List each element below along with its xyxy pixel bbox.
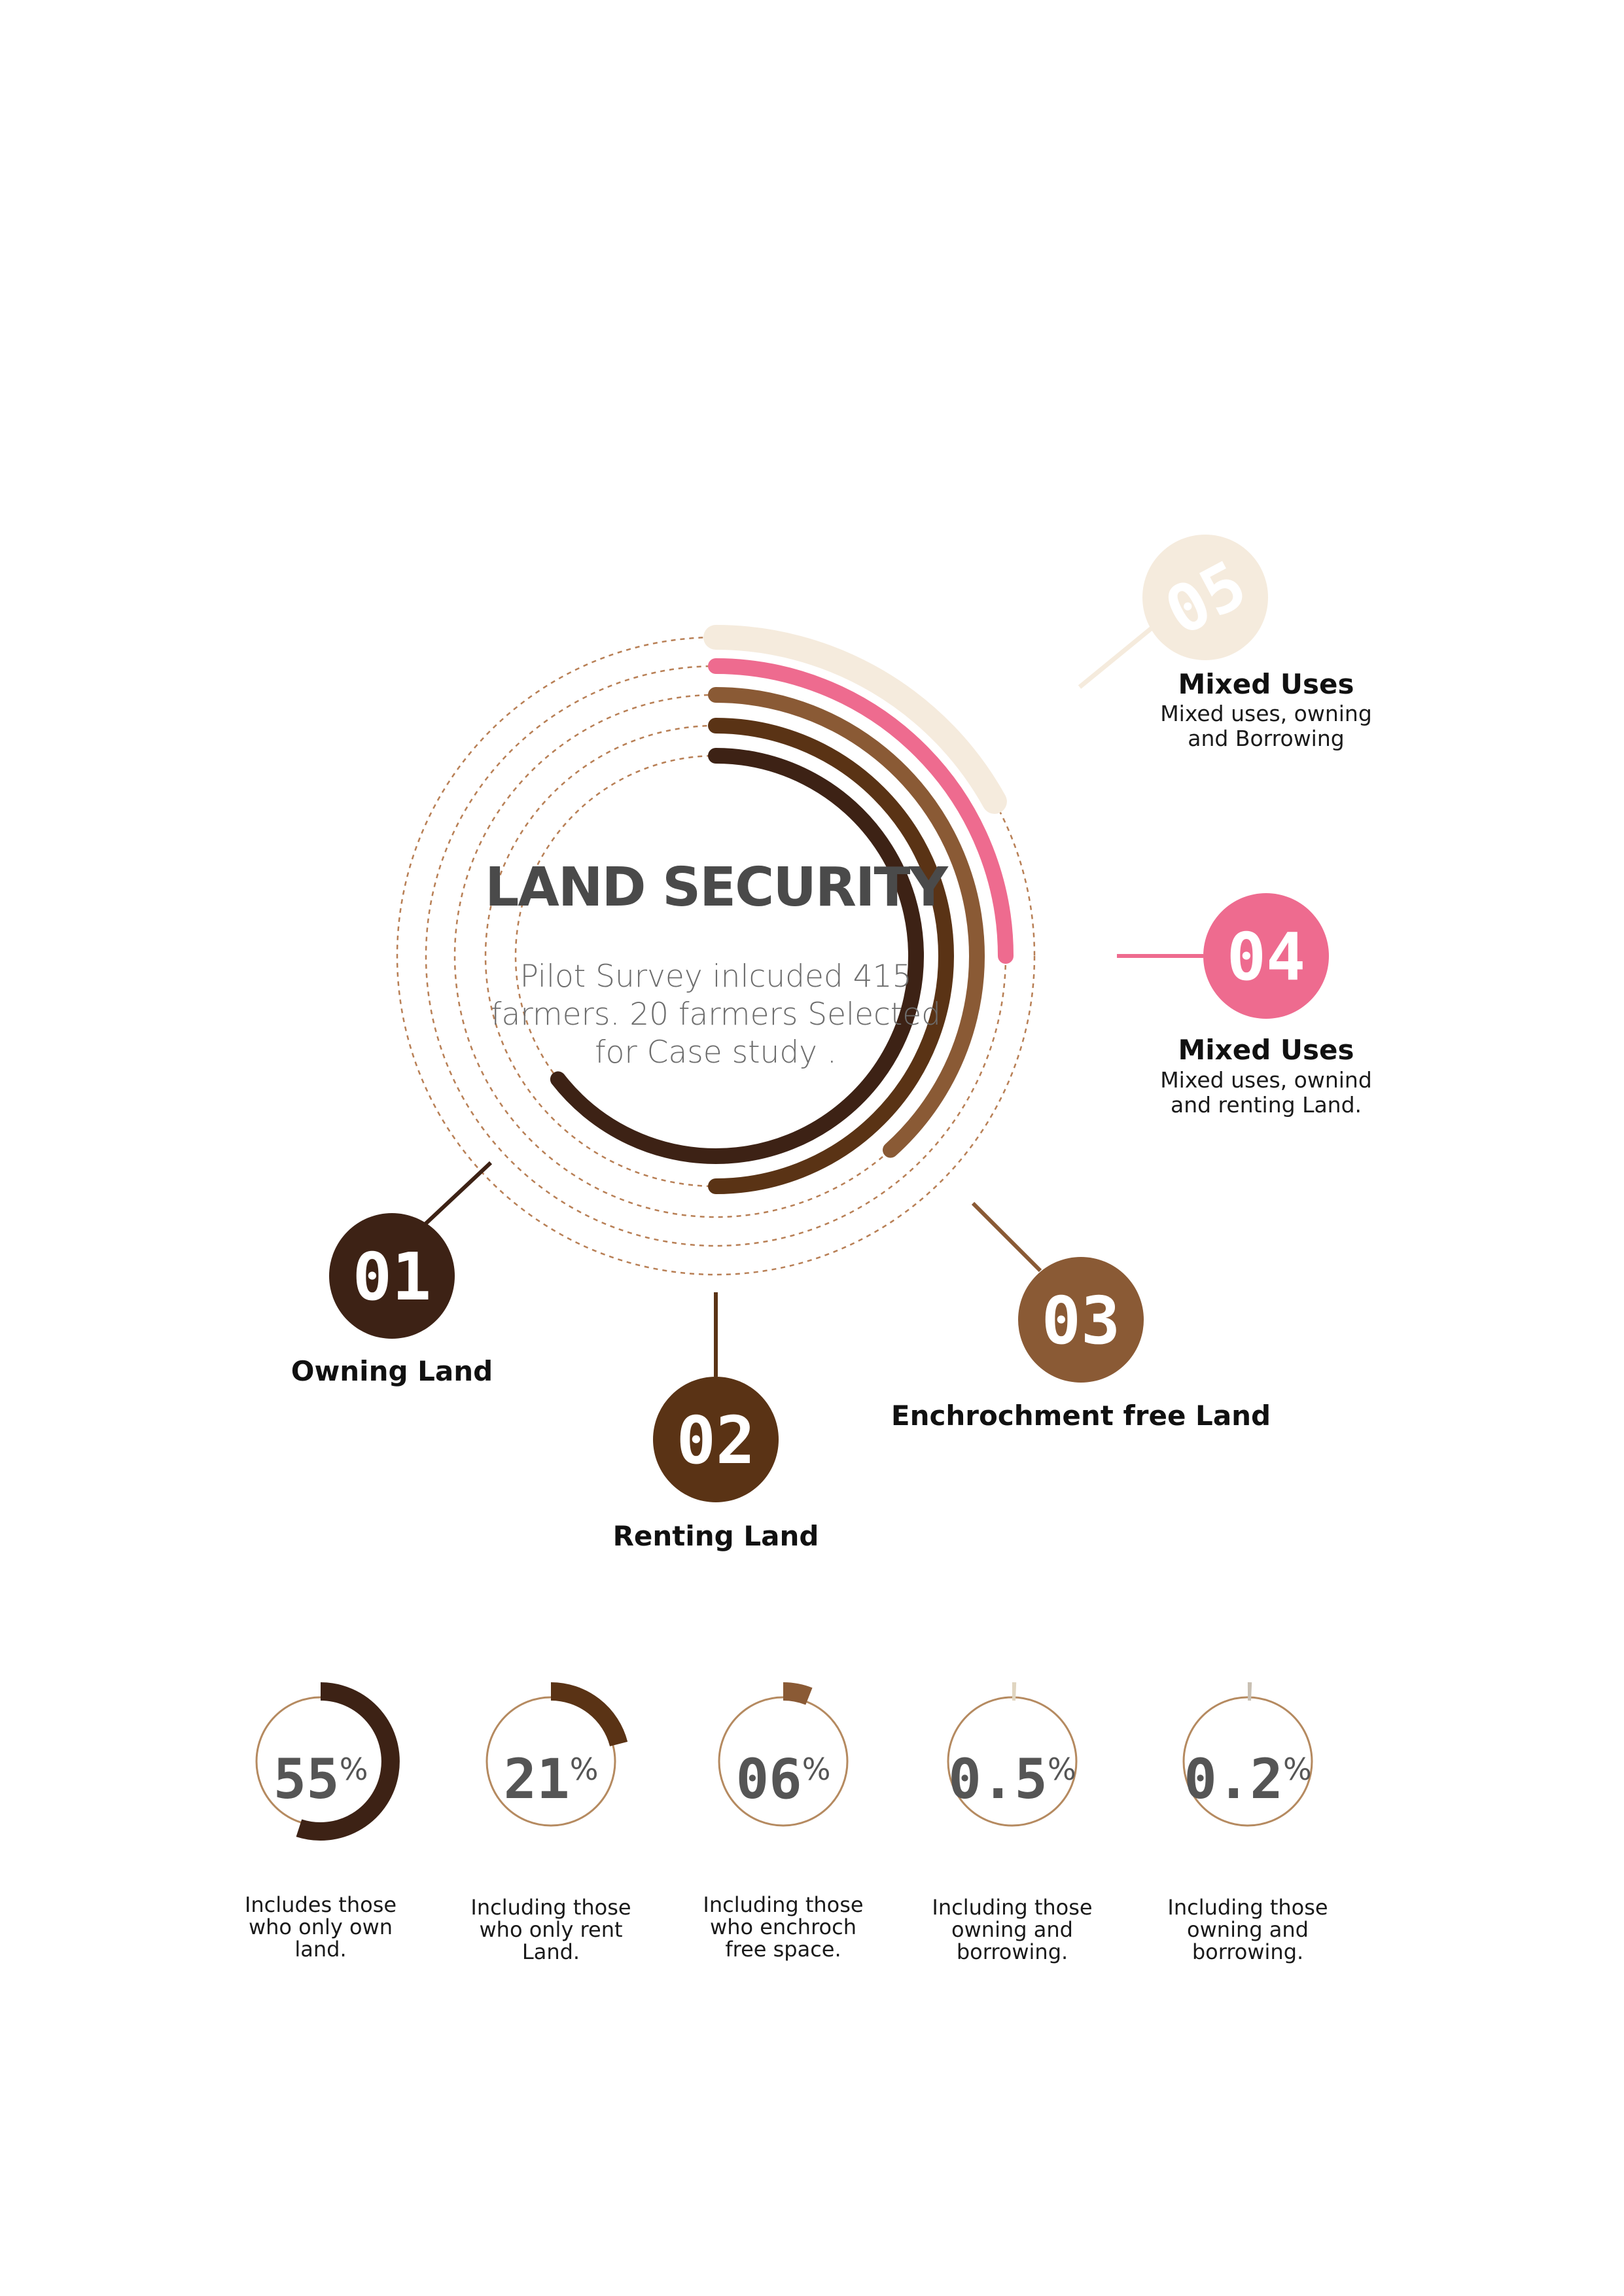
badge-number-03: 03 (1042, 1282, 1120, 1359)
gauge-fill-01 (296, 1682, 400, 1841)
badge-number-02: 02 (677, 1402, 755, 1479)
badge-circle-05 (1142, 535, 1268, 660)
gauge-outline-04 (947, 1696, 1078, 1827)
category-description-05-line-2: and Borrowing (1188, 726, 1344, 751)
badge-number-04: 04 (1227, 919, 1305, 995)
gauge-value-05: 0.2% (1184, 1747, 1311, 1811)
gauge-caption-01-line-2: who only own (249, 1915, 393, 1939)
category-title-05: Mixed Uses (1178, 668, 1354, 700)
gauge-02: 21% Including those who only rent Land. (470, 1682, 631, 1964)
gauge-fill-02 (550, 1682, 628, 1747)
badge-circle-04 (1203, 893, 1329, 1019)
percentage-gauges: 55% Includes those who only own land. 21… (245, 1682, 1328, 1964)
gauge-value-04: 0.5% (948, 1747, 1076, 1811)
radial-arc-05 (703, 625, 1007, 814)
gauge-outline-05 (1182, 1696, 1313, 1827)
gauge-caption-05-line-3: borrowing. (1192, 1939, 1303, 1964)
gauge-arc-05 (1182, 1682, 1313, 1827)
category-description-05-line-1: Mixed uses, owning (1160, 701, 1372, 726)
gauge-caption-02-line-1: Including those (470, 1895, 631, 1920)
center-description-line-1: Pilot Survey inlcuded 415 (520, 959, 912, 995)
category-05: 05 Mixed Uses Mixed uses, owning and Bor… (1142, 535, 1372, 751)
category-03: 03 Enchrochment free Land (891, 1257, 1271, 1432)
category-title-04: Mixed Uses (1178, 1034, 1354, 1066)
gauge-caption-04-line-3: borrowing. (957, 1939, 1068, 1964)
connector-05 (1078, 626, 1154, 689)
category-01: 01 Owning Land (291, 1213, 493, 1387)
center-block: LAND SECURITY Pilot Survey inlcuded 415 … (485, 857, 950, 1070)
gauge-outline-03 (718, 1696, 849, 1827)
gauge-arc-03 (718, 1682, 849, 1827)
gauge-caption-02-line-3: Land. (522, 1939, 580, 1964)
gauge-arc-04 (947, 1682, 1078, 1827)
gauge-05: 0.2% Including those owning and borrowin… (1167, 1682, 1328, 1964)
gauge-03: 06% Including those who enchroch free sp… (703, 1682, 864, 1962)
gauge-caption-04-line-2: owning and (951, 1917, 1073, 1942)
gauge-caption-03-line-3: free space. (725, 1937, 841, 1962)
gauge-fill-03 (783, 1682, 813, 1705)
gauge-arc-01 (255, 1682, 400, 1841)
gauge-value-02: 21% (504, 1747, 599, 1811)
category-description-04-line-2: and renting Land. (1171, 1092, 1362, 1118)
badge-number-01: 01 (353, 1239, 431, 1315)
badge-circle-01 (329, 1213, 455, 1339)
badge-circle-02 (653, 1377, 779, 1502)
gauge-caption-01-line-1: Includes those (245, 1892, 397, 1917)
gauge-value-01: 55% (274, 1747, 368, 1811)
radial-arc-04 (708, 658, 1014, 964)
category-title-01: Owning Land (291, 1355, 493, 1387)
center-description-line-2: farmers. 20 farmers Selected (491, 997, 941, 1033)
radial-arc-01 (550, 748, 925, 1164)
gauge-caption-05-line-2: owning and (1187, 1917, 1309, 1942)
gauge-caption-01-line-3: land. (294, 1937, 346, 1962)
category-04: 04 Mixed Uses Mixed uses, ownind and ren… (1160, 893, 1372, 1118)
gauge-caption-04-line-1: Including those (932, 1895, 1092, 1920)
gauge-caption-02-line-2: who only rent (479, 1917, 622, 1942)
gauge-value-03: 06% (736, 1747, 831, 1811)
radial-bars (550, 625, 1014, 1194)
gauge-04: 0.5% Including those owning and borrowin… (932, 1682, 1093, 1964)
gauge-caption-03-line-2: who enchroch (710, 1915, 856, 1939)
gauge-caption-03-line-1: Including those (703, 1892, 863, 1917)
category-02: 02 Renting Land (613, 1377, 819, 1552)
gauge-01: 55% Includes those who only own land. (245, 1682, 400, 1962)
connector-03 (971, 1201, 1042, 1273)
badge-circle-03 (1018, 1257, 1144, 1383)
radial-arc-03 (708, 687, 985, 1158)
category-title-02: Renting Land (613, 1520, 819, 1552)
category-description-04-line-1: Mixed uses, ownind (1160, 1067, 1372, 1093)
center-title: LAND SECURITY (485, 857, 949, 919)
category-title-03: Enchrochment free Land (891, 1400, 1271, 1432)
center-description-line-3: for Case study . (595, 1034, 837, 1070)
connector-01 (417, 1161, 493, 1232)
connector-lines (417, 626, 1203, 1377)
dotted-guide-ring-1 (396, 636, 1036, 1276)
gauge-caption-05-line-1: Including those (1167, 1895, 1328, 1920)
radial-arc-02 (708, 718, 954, 1194)
gauge-arc-02 (485, 1682, 628, 1827)
